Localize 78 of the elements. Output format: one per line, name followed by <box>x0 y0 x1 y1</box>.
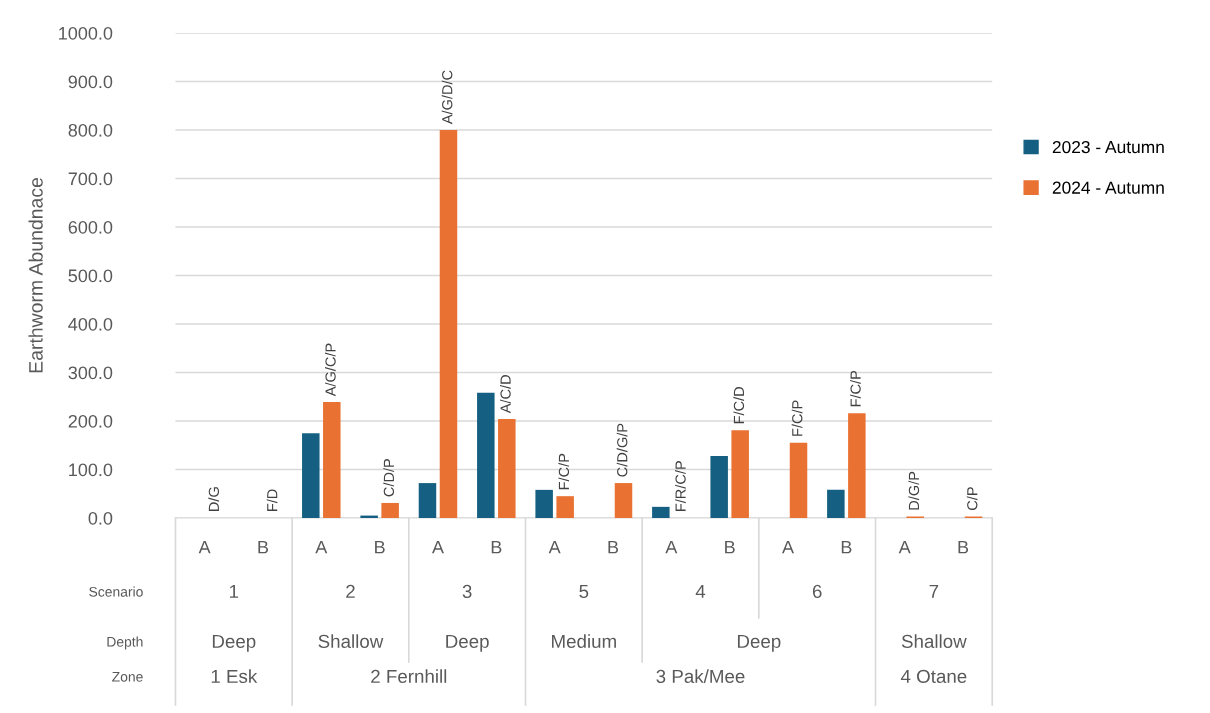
bar <box>848 413 866 518</box>
y-tick-label: 1000.0 <box>59 26 113 40</box>
x-tick-label: B <box>958 540 969 554</box>
y-tick-label: 900.0 <box>68 75 113 89</box>
y-tick-label: 100.0 <box>69 463 113 477</box>
bar <box>556 496 574 518</box>
text: 7 <box>929 584 939 598</box>
data-label: A/G/D/C <box>441 70 453 125</box>
text: Depth <box>107 636 143 650</box>
bar <box>827 489 845 518</box>
text: 4 Otane <box>900 669 967 684</box>
x-tick-label: B <box>841 540 852 554</box>
text: 1 Esk <box>211 669 258 684</box>
data-label: F/C/P <box>791 400 803 436</box>
text: Shallow <box>318 634 384 649</box>
text: Scenario <box>89 586 143 597</box>
text: Deep <box>737 634 781 652</box>
x-tick-label: A <box>431 540 444 554</box>
x-tick-label: B <box>491 540 502 554</box>
data-label: A/G/C/P <box>325 343 336 397</box>
text: 5 <box>579 584 589 599</box>
text: Shallow <box>901 634 967 649</box>
y-tick-label: 200.0 <box>68 414 113 428</box>
data-label: C/P <box>966 487 978 510</box>
text: 2 <box>346 584 355 598</box>
data-label: C/D/P <box>383 459 395 497</box>
x-tick-label: A <box>198 540 211 554</box>
data-label: F/R/C/P <box>675 461 686 511</box>
x-tick-label: B <box>258 540 269 554</box>
text: Deep <box>212 634 256 652</box>
data-label: D/G <box>208 487 220 511</box>
y-axis-title: Earthworm Abundnace <box>28 177 43 373</box>
y-tick-label: 400.0 <box>68 317 113 331</box>
x-tick-label: A <box>898 540 911 554</box>
bar <box>418 483 437 518</box>
y-tick-label: 800.0 <box>68 123 113 137</box>
x-tick-label: A <box>665 540 678 554</box>
text: 3 <box>462 584 472 599</box>
bar <box>731 430 749 518</box>
bar <box>710 455 728 518</box>
data-label: D/G/P <box>908 471 920 510</box>
bar <box>323 402 341 518</box>
legend-label: 2024 - Autumn <box>1052 181 1164 194</box>
x-tick-label: A <box>548 540 561 554</box>
text: 2 Fernhill <box>371 669 447 684</box>
data-label: F/C/P <box>558 453 570 490</box>
data-label: F/D <box>266 489 278 511</box>
y-tick-label: 700.0 <box>68 172 113 186</box>
y-tick-label: 300.0 <box>68 366 113 380</box>
bar <box>439 130 458 518</box>
text: 1 <box>230 584 239 598</box>
text: 6 <box>812 584 822 599</box>
text: 4 <box>695 584 706 598</box>
x-tick-label: B <box>375 540 385 554</box>
y-tick-label: 0.0 <box>88 511 113 525</box>
data-label: A/C/D <box>500 375 511 414</box>
x-tick-label: A <box>782 540 794 554</box>
y-tick-label: 600.0 <box>68 220 113 234</box>
legend-label: 2023 - Autumn <box>1052 140 1164 154</box>
bar <box>535 489 553 518</box>
data-label: C/D/G/P <box>616 423 628 477</box>
text: Deep <box>446 634 489 652</box>
x-tick-label: B <box>608 540 619 554</box>
data-label: F/C/D <box>733 387 745 424</box>
text: 3 Pak/Mee <box>656 669 745 684</box>
bar <box>652 506 670 518</box>
text: Medium <box>552 634 616 649</box>
x-tick-label: B <box>725 540 735 554</box>
bar <box>614 483 633 518</box>
bar <box>477 392 495 518</box>
data-label: F/C/P <box>850 370 861 407</box>
x-tick-label: A <box>315 540 328 554</box>
bar <box>498 419 516 518</box>
bar <box>381 502 399 518</box>
bar <box>302 433 320 518</box>
y-tick-label: 500.0 <box>68 269 113 283</box>
text: Zone <box>112 672 143 682</box>
bar <box>789 442 808 518</box>
